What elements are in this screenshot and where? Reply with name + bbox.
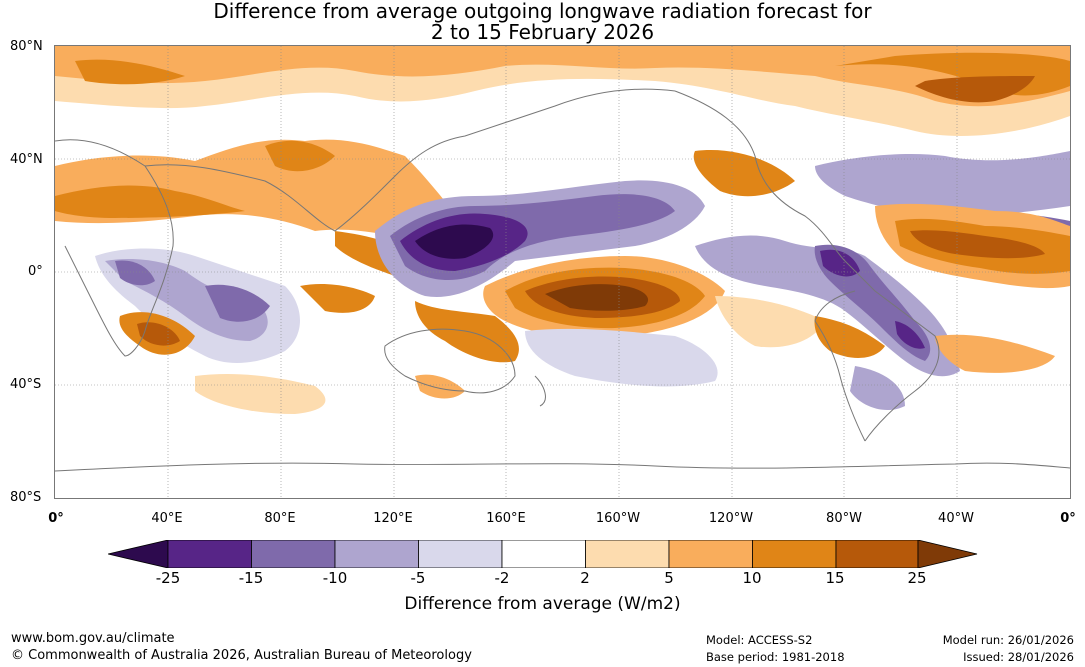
footer-copyright: © Commonwealth of Australia 2026, Austra… (11, 648, 472, 663)
warm-indian-ocean (300, 284, 375, 313)
warm-south-east-pacific (715, 296, 825, 348)
colorbar-bin-6 (585, 540, 670, 568)
warm-atlantic-strong (910, 230, 1045, 259)
lon-label-40w: 40°W (938, 511, 974, 526)
africa-coast (55, 139, 174, 357)
colorbar-bin-4 (418, 540, 503, 568)
lat-label-80n: 80°N (10, 39, 43, 54)
australia-coast (384, 328, 516, 394)
anomaly-field (55, 46, 1070, 414)
lon-label-80w: 80°W (826, 511, 862, 526)
olr-anomaly-map (54, 45, 1071, 499)
colorbar-tick: 25 (907, 569, 927, 587)
cool-patagonia (850, 366, 905, 411)
cool-central-america-strong (820, 249, 860, 277)
coastlines (55, 88, 1070, 472)
new-zealand-coast (534, 375, 546, 407)
colorbar (108, 540, 978, 568)
cool-south-pacific (525, 328, 718, 387)
colorbar-bin-5 (501, 540, 586, 568)
colorbar-tick: -15 (238, 569, 264, 587)
footer-website: www.bom.gov.au/climate (11, 631, 175, 646)
lat-label-equator: 0° (28, 264, 43, 279)
warm-subtropics-asia (55, 139, 475, 246)
footer-model: Model: ACCESS-S2 (706, 633, 813, 647)
south-america-west-coast (814, 290, 866, 442)
colorbar-label: Difference from average (W/m2) (404, 594, 681, 614)
chart-title-line-1: Difference from average outgoing longwav… (213, 0, 872, 23)
colorbar-tick: 5 (664, 569, 674, 587)
colorbar-bin-2 (251, 540, 336, 568)
colorbar-tick: -5 (410, 569, 426, 587)
cool-west-pacific-extreme (415, 224, 494, 259)
cool-indian-ocean-strong (205, 284, 270, 322)
footer-issued: Issued: 28/01/2026 (963, 650, 1074, 664)
lon-label-0-left: 0° (48, 511, 64, 526)
colorbar-bin-1 (167, 540, 252, 568)
colorbar-tick: -2 (494, 569, 510, 587)
colorbar-bin-3 (334, 540, 419, 568)
warm-south-atlantic (935, 334, 1055, 373)
colorbar-tick: -10 (322, 569, 348, 587)
colorbar-tick: 10 (742, 569, 762, 587)
colorbar-tick: 2 (580, 569, 590, 587)
footer-model-run: Model run: 26/01/2026 (942, 633, 1074, 647)
warm-madagascar-strong (137, 322, 180, 346)
warm-tasman (415, 374, 465, 399)
warm-peru (814, 316, 885, 358)
antarctica-coast (55, 462, 1070, 472)
colorbar-extend-low (108, 540, 169, 568)
lon-label-120w: 120°W (708, 511, 754, 526)
eurasia-coast (144, 88, 676, 232)
cool-north-atlantic (815, 151, 1070, 216)
graticule (55, 46, 1070, 498)
cool-brazil-strong (895, 321, 925, 349)
colorbar-bin-8 (752, 540, 837, 568)
colorbar-tick: 15 (825, 569, 845, 587)
colorbar-bin-9 (835, 540, 919, 568)
warm-band-north-mid (55, 46, 1070, 107)
warm-central-pacific-extreme (545, 284, 649, 311)
lon-label-40e: 40°E (151, 511, 183, 526)
lat-label-40n: 40°N (10, 152, 43, 167)
chart-title-line-2: 2 to 15 February 2026 (430, 20, 655, 44)
footer-base-period: Base period: 1981-2018 (706, 650, 845, 664)
colorbar-bin-7 (668, 540, 753, 568)
cool-east-pacific-light (695, 235, 960, 377)
cool-africa-east (115, 260, 155, 286)
warm-tibet (265, 140, 335, 172)
lat-label-40s: 40°S (10, 377, 42, 392)
warm-africa-strong (55, 185, 245, 218)
warm-southern-indian (195, 374, 326, 414)
warm-north-america (693, 150, 795, 197)
lat-label-80s: 80°S (10, 490, 42, 505)
colorbar-extend-high (917, 540, 978, 568)
colorbar-tick: -25 (155, 569, 181, 587)
warm-europe-strong (75, 59, 185, 85)
lon-label-80e: 80°E (264, 511, 296, 526)
lon-label-120e: 120°E (373, 511, 413, 526)
lon-label-160e: 160°E (486, 511, 526, 526)
lon-label-160w: 160°W (595, 511, 641, 526)
warm-canada-stronger (915, 76, 1035, 103)
lon-label-0-right: 0° (1060, 511, 1076, 526)
map-svg (55, 46, 1070, 498)
